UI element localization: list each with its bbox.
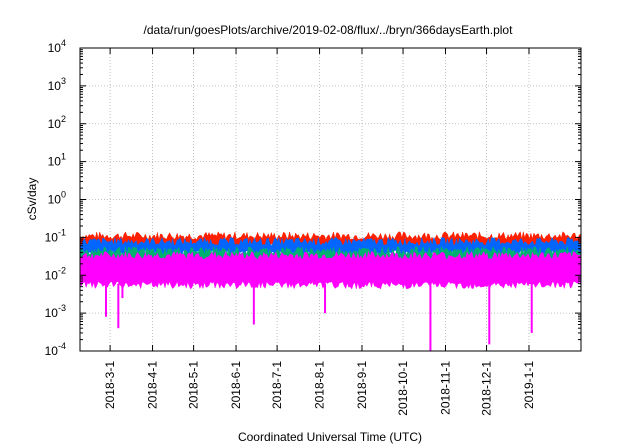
y-tick-label: 10-3 <box>45 303 66 320</box>
x-tick-label: 2018-4-1 <box>146 361 160 409</box>
y-tick-label: 10-2 <box>45 265 66 282</box>
x-tick-label: 2018-7-1 <box>270 361 284 409</box>
x-tick-label: 2018-8-1 <box>313 361 327 409</box>
x-tick-label: 2018-10-1 <box>396 361 410 416</box>
y-axis: 10-4 10-3 10-2 10-1 100 101 102 103 104 <box>45 38 581 358</box>
series-area <box>79 230 582 351</box>
y-tick-label: 102 <box>48 114 66 131</box>
x-tick-label: 2018-9-1 <box>355 361 369 409</box>
x-tick-label: 2018-5-1 <box>187 361 201 409</box>
y-tick-label: 10-1 <box>45 227 66 244</box>
chart-title: /data/run/goesPlots/archive/2019-02-08/f… <box>144 23 514 37</box>
x-tick-label: 2018-12-1 <box>480 361 494 416</box>
x-tick-label: 2018-6-1 <box>229 361 243 409</box>
y-tick-label: 103 <box>48 76 66 93</box>
y-axis-label: cSv/day <box>25 178 39 221</box>
y-tick-label: 104 <box>48 38 66 55</box>
y-tick-label: 10-4 <box>45 341 66 358</box>
y-tick-label: 101 <box>48 152 66 169</box>
x-axis: 2018-3-1 2018-4-1 2018-5-1 2018-6-1 2018-7-1… <box>103 48 536 416</box>
x-tick-label: 2019-1-1 <box>522 361 536 409</box>
y-tick-label: 100 <box>48 190 66 207</box>
x-axis-label: Coordinated Universal Time (UTC) <box>238 430 422 444</box>
x-tick-label: 2018-3-1 <box>103 361 117 409</box>
x-tick-label: 2018-11-1 <box>438 361 452 415</box>
grid <box>80 48 581 351</box>
